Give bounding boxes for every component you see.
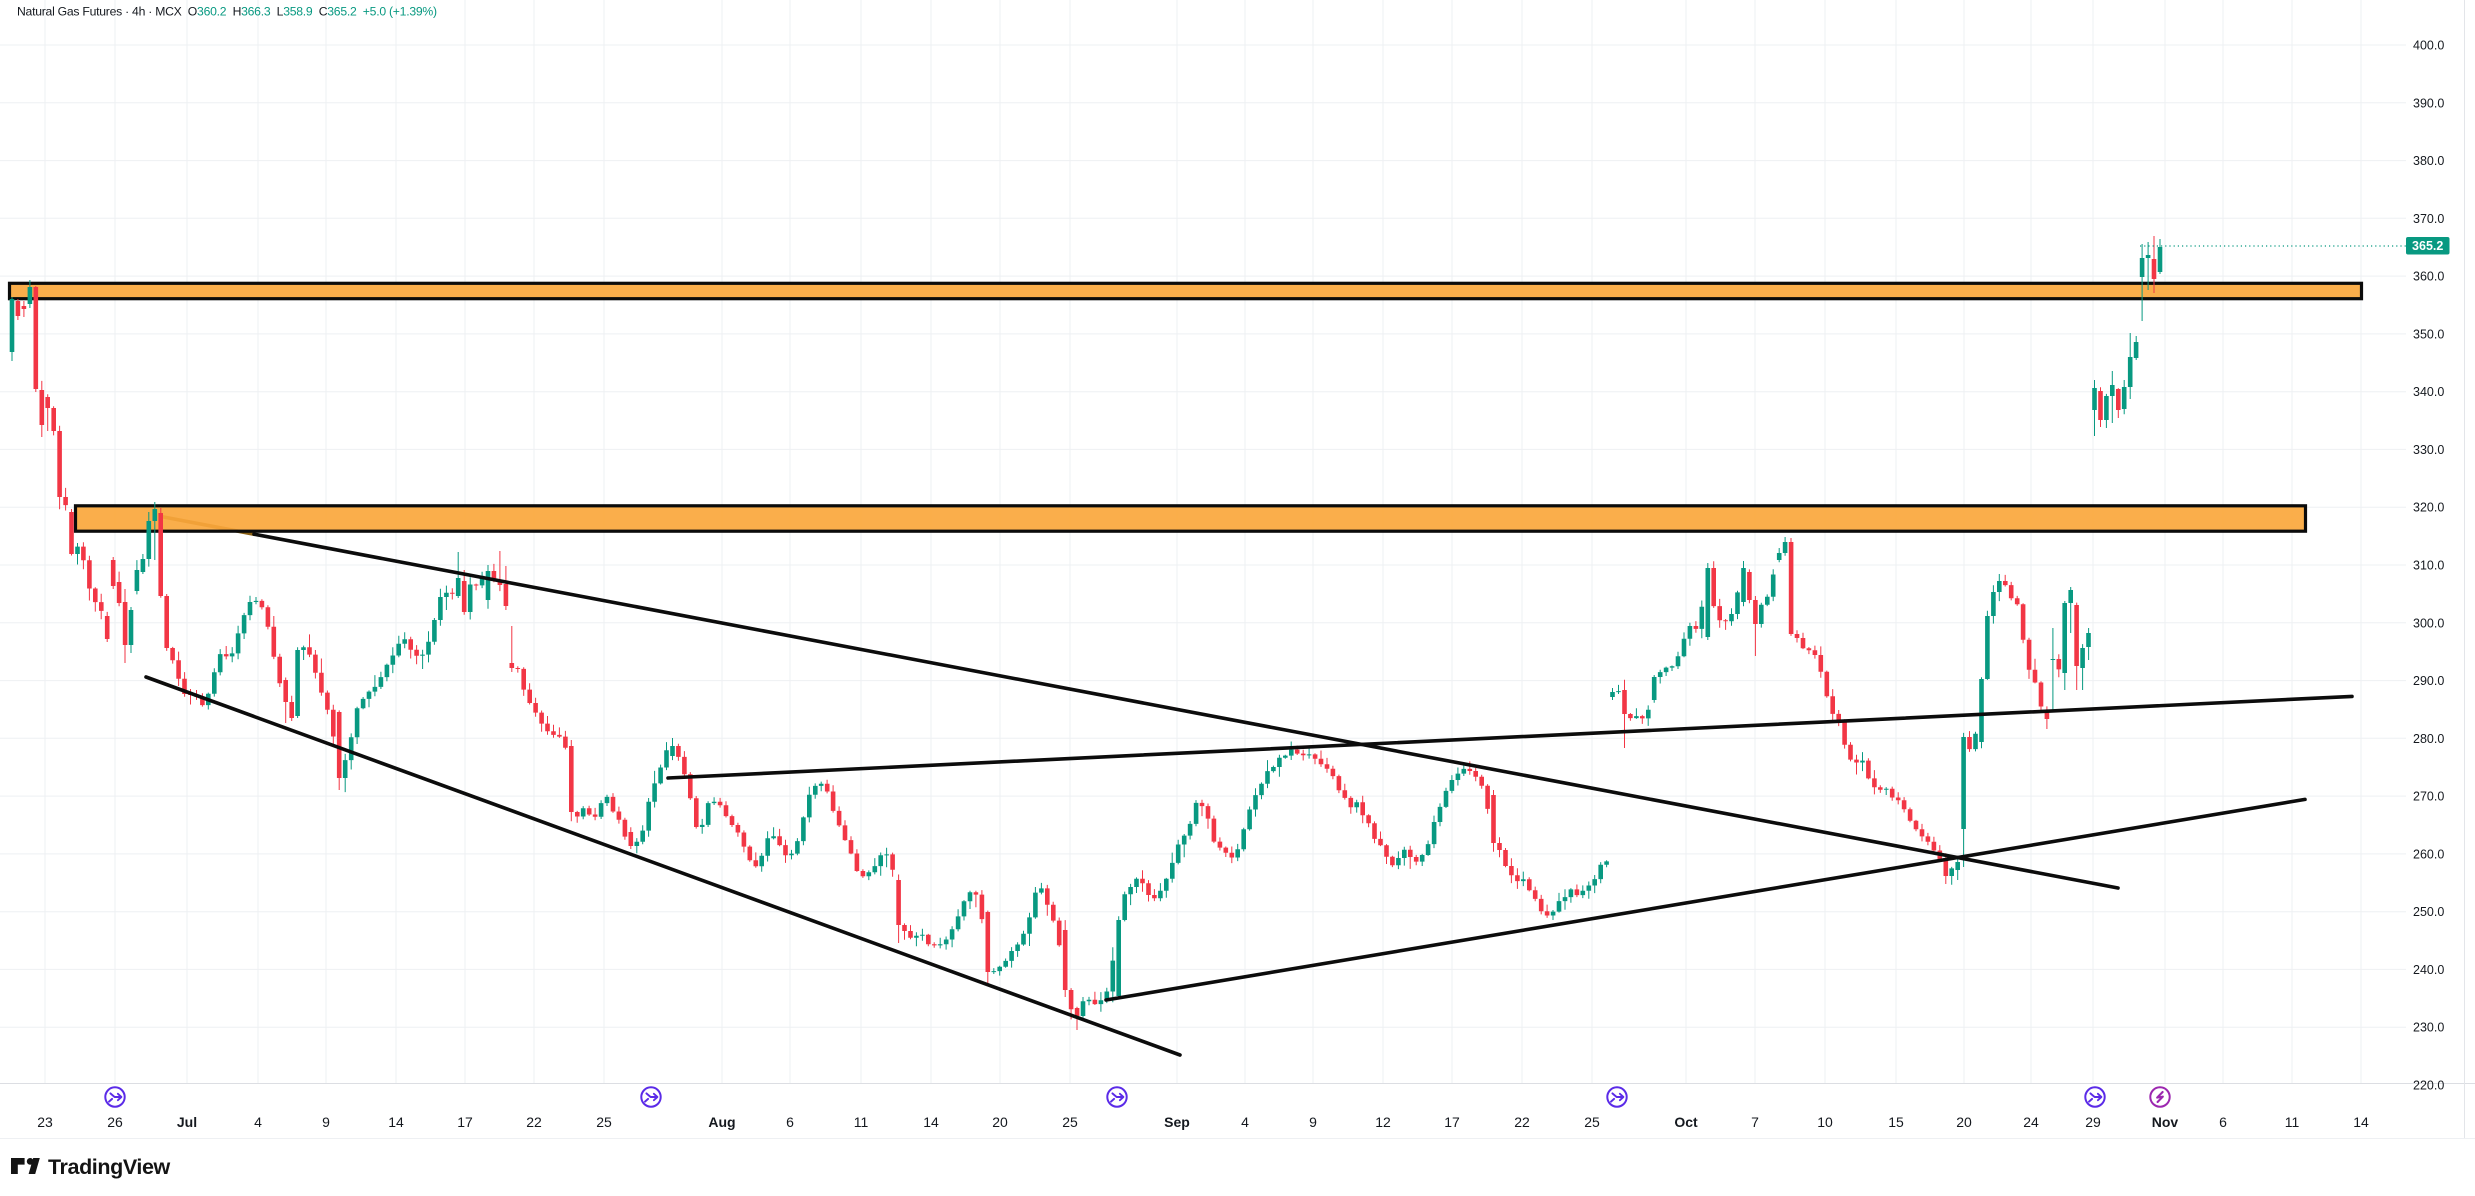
- svg-text:320.0: 320.0: [2413, 501, 2444, 515]
- svg-text:300.0: 300.0: [2413, 616, 2444, 630]
- svg-text:20: 20: [1956, 1114, 1972, 1130]
- svg-text:22: 22: [526, 1114, 542, 1130]
- svg-text:220.0: 220.0: [2413, 1079, 2444, 1093]
- svg-text:Sep: Sep: [1164, 1114, 1190, 1130]
- svg-text:14: 14: [923, 1114, 939, 1130]
- svg-text:11: 11: [854, 1114, 869, 1130]
- svg-text:360.0: 360.0: [2413, 270, 2444, 284]
- svg-text:Jul: Jul: [177, 1114, 197, 1130]
- svg-text:350.0: 350.0: [2413, 327, 2444, 341]
- svg-text:7: 7: [1751, 1114, 1759, 1130]
- svg-text:14: 14: [388, 1114, 404, 1130]
- svg-text:17: 17: [1444, 1114, 1460, 1130]
- svg-text:240.0: 240.0: [2413, 963, 2444, 977]
- svg-text:9: 9: [1309, 1114, 1317, 1130]
- svg-text:340.0: 340.0: [2413, 385, 2444, 399]
- svg-text:24: 24: [2023, 1114, 2039, 1130]
- svg-text:26: 26: [107, 1114, 123, 1130]
- svg-text:390.0: 390.0: [2413, 96, 2444, 110]
- svg-text:12: 12: [1375, 1114, 1391, 1130]
- svg-text:365.2: 365.2: [2412, 239, 2443, 253]
- svg-text:6: 6: [786, 1114, 794, 1130]
- svg-text:260.0: 260.0: [2413, 847, 2444, 861]
- svg-text:22: 22: [1514, 1114, 1530, 1130]
- svg-text:330.0: 330.0: [2413, 443, 2444, 457]
- svg-text:Aug: Aug: [708, 1114, 735, 1130]
- svg-text:250.0: 250.0: [2413, 905, 2444, 919]
- svg-text:400.0: 400.0: [2413, 39, 2444, 53]
- svg-text:23: 23: [37, 1114, 53, 1130]
- svg-text:TradingView: TradingView: [48, 1155, 171, 1179]
- svg-text:290.0: 290.0: [2413, 674, 2444, 688]
- svg-text:Natural Gas Futures · 4h · MCX: Natural Gas Futures · 4h · MCX O360.2 H3…: [17, 5, 437, 19]
- svg-text:380.0: 380.0: [2413, 154, 2444, 168]
- svg-text:14: 14: [2353, 1114, 2369, 1130]
- svg-text:15: 15: [1888, 1114, 1904, 1130]
- svg-text:17: 17: [457, 1114, 473, 1130]
- svg-text:230.0: 230.0: [2413, 1021, 2444, 1035]
- svg-text:25: 25: [596, 1114, 612, 1130]
- svg-text:25: 25: [1584, 1114, 1600, 1130]
- svg-text:9: 9: [322, 1114, 330, 1130]
- svg-text:270.0: 270.0: [2413, 790, 2444, 804]
- svg-text:20: 20: [992, 1114, 1008, 1130]
- svg-text:280.0: 280.0: [2413, 732, 2444, 746]
- svg-text:11: 11: [2285, 1114, 2300, 1130]
- svg-text:370.0: 370.0: [2413, 212, 2444, 226]
- svg-text:6: 6: [2219, 1114, 2227, 1130]
- svg-text:Nov: Nov: [2152, 1114, 2179, 1130]
- svg-text:25: 25: [1062, 1114, 1078, 1130]
- svg-text:310.0: 310.0: [2413, 559, 2444, 573]
- svg-text:4: 4: [1241, 1114, 1249, 1130]
- svg-text:Oct: Oct: [1674, 1114, 1698, 1130]
- svg-text:4: 4: [254, 1114, 262, 1130]
- svg-text:29: 29: [2085, 1114, 2101, 1130]
- svg-text:10: 10: [1817, 1114, 1833, 1130]
